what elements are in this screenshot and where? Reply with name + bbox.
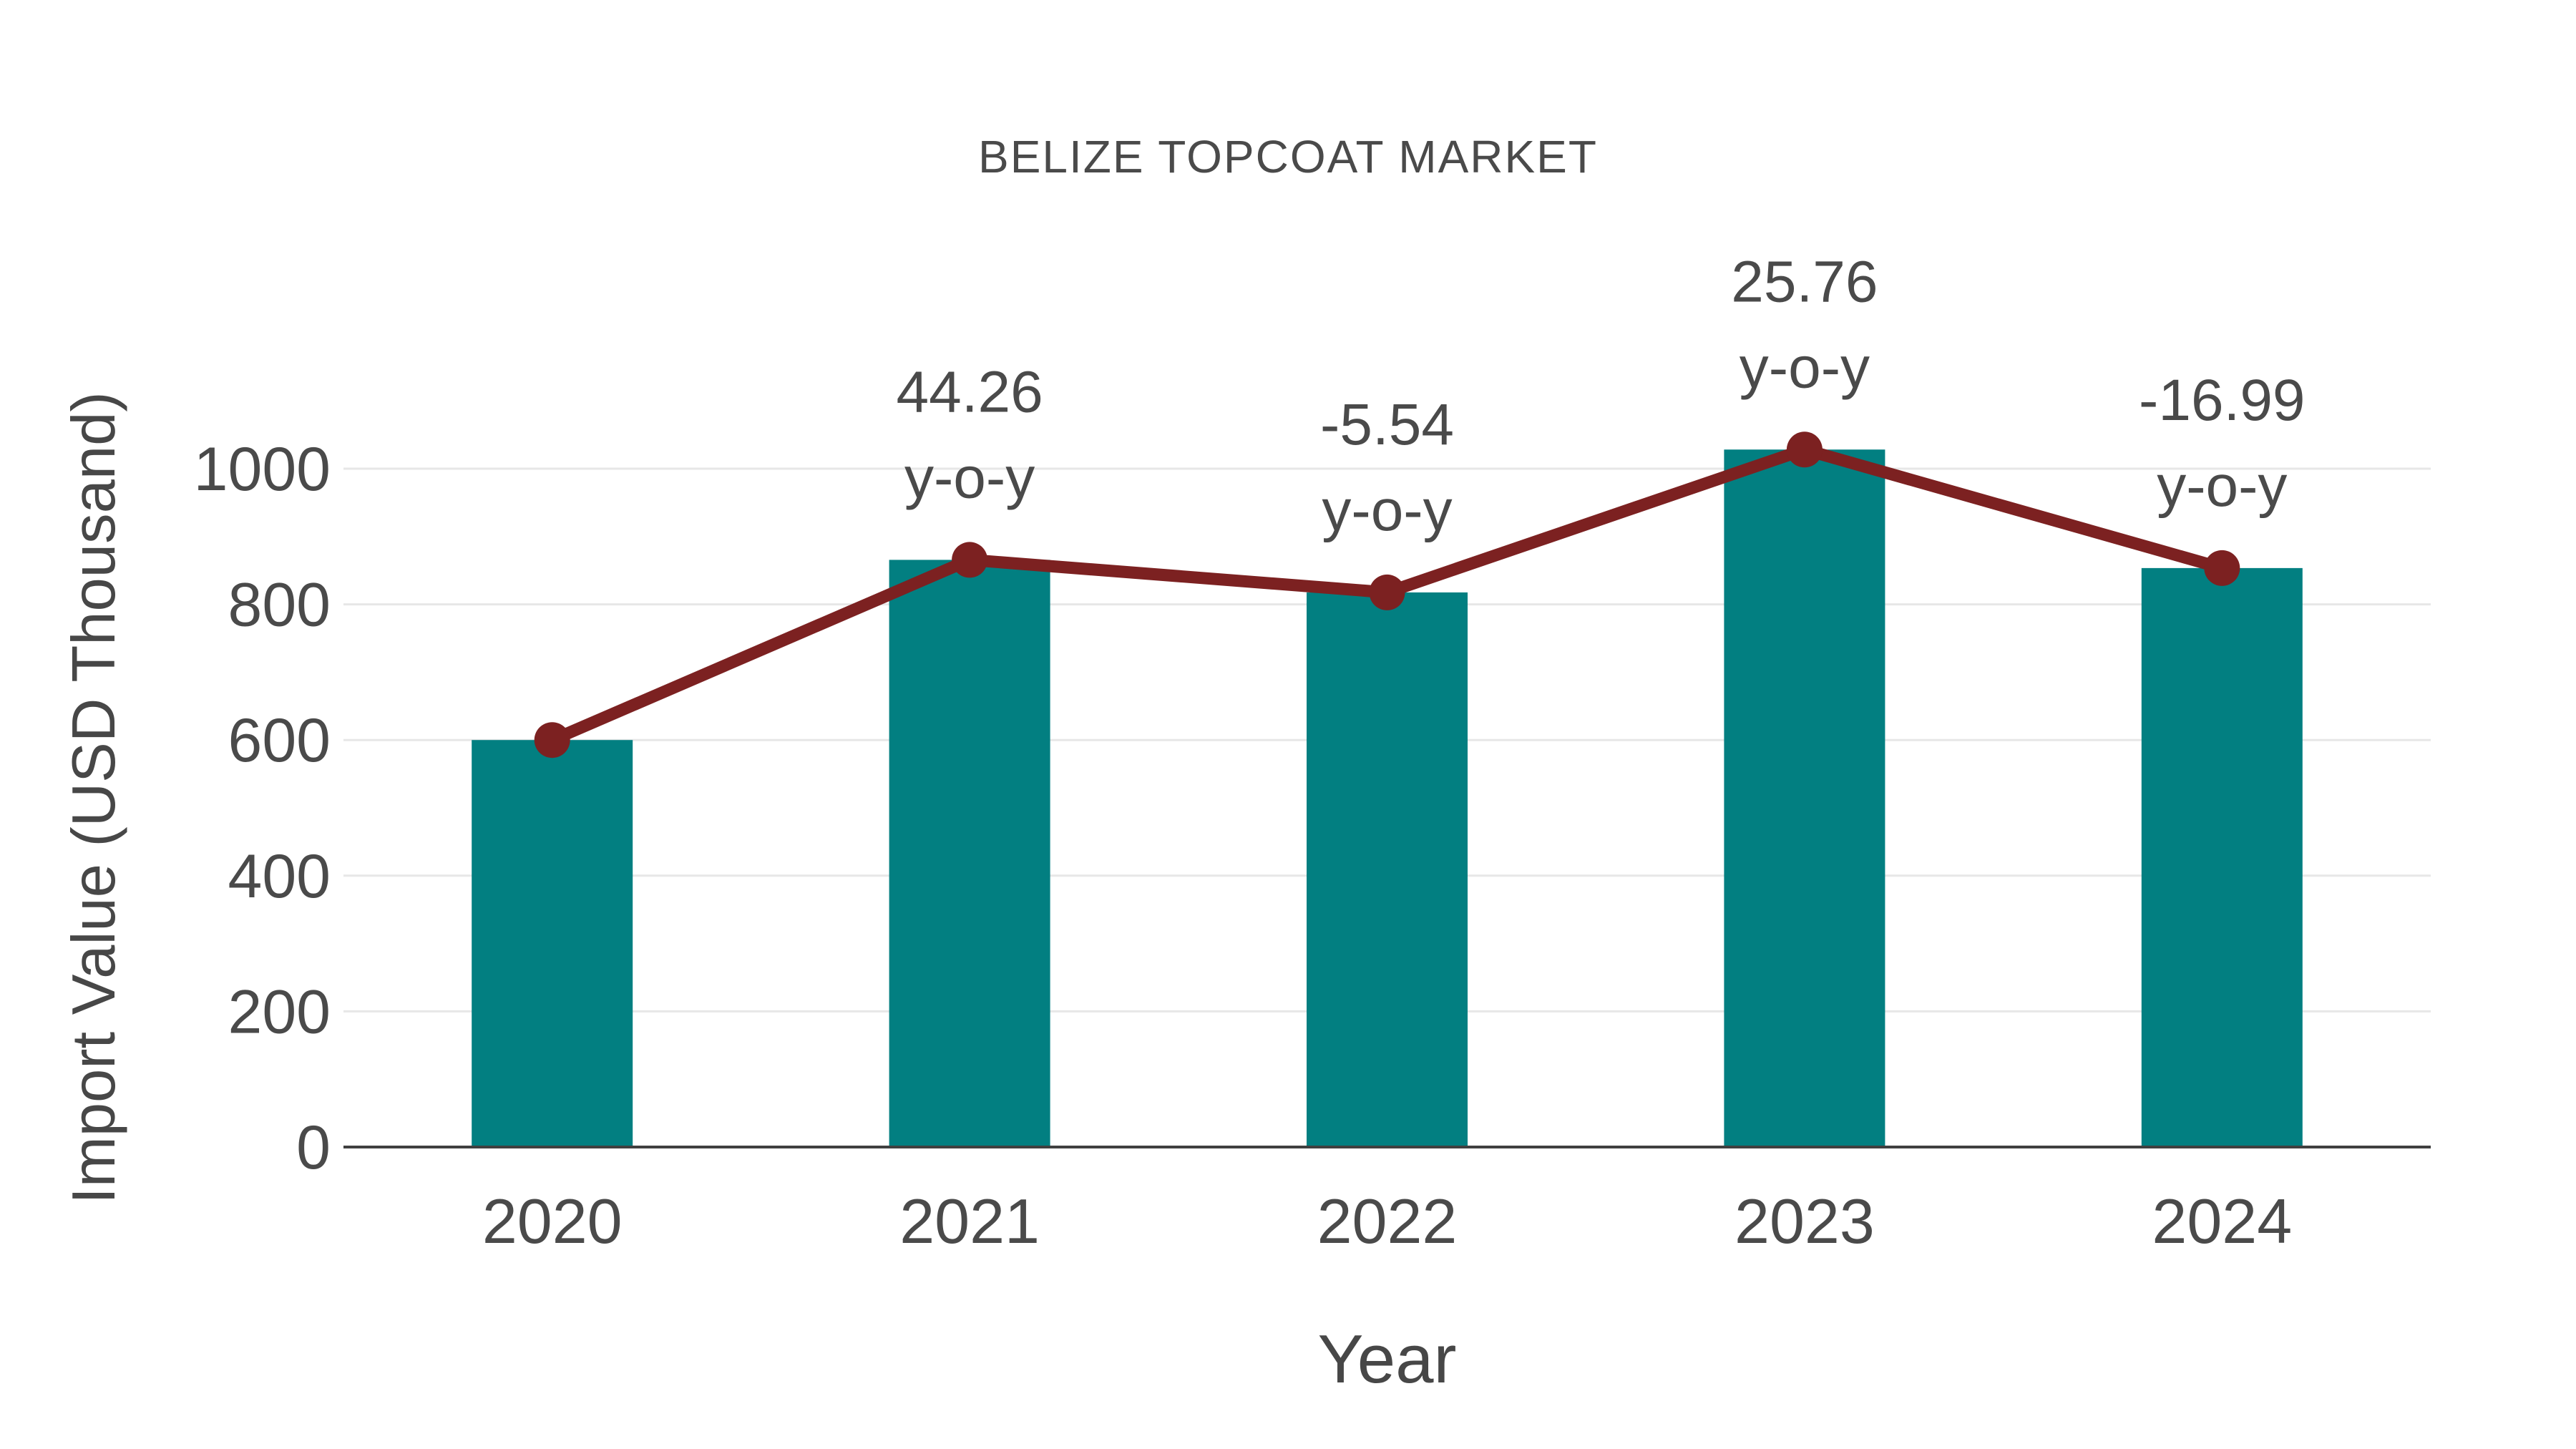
trend-marker-2023: [1786, 431, 1823, 468]
x-tick-label-2024: 2024: [2152, 1186, 2292, 1257]
y-tick-label-0: 0: [296, 1113, 331, 1182]
bar-2022: [1307, 592, 1468, 1147]
trend-marker-2020: [534, 722, 570, 758]
y-tick-label-800: 800: [228, 571, 331, 640]
chart-title: BELIZE TOPCOAT MARKET: [978, 131, 1598, 182]
y-tick-label-1000: 1000: [194, 435, 331, 504]
y-tick-label-600: 600: [228, 706, 331, 775]
y-tick-label-200: 200: [228, 977, 331, 1046]
trend-marker-2024: [2204, 550, 2240, 586]
annotation-suffix-2022: y-o-y: [1322, 478, 1452, 543]
annotation-value-2022: -5.54: [1320, 392, 1454, 457]
annotation-value-2021: 44.26: [896, 359, 1043, 424]
annotation-value-2024: -16.99: [2139, 368, 2306, 433]
annotation-suffix-2023: y-o-y: [1740, 335, 1870, 400]
x-tick-label-2023: 2023: [1735, 1186, 1875, 1257]
x-tick-label-2020: 2020: [482, 1186, 623, 1257]
trend-marker-2021: [952, 542, 988, 578]
annotation-suffix-2021: y-o-y: [904, 445, 1035, 510]
annotation-value-2023: 25.76: [1731, 249, 1878, 314]
y-tick-label-400: 400: [228, 842, 331, 911]
bar-2023: [1724, 449, 1885, 1147]
bar-2020: [472, 740, 633, 1147]
y-axis-title: Import Value (USD Thousand): [60, 391, 128, 1204]
x-axis-title: Year: [1317, 1321, 1457, 1397]
x-tick-label-2021: 2021: [899, 1186, 1040, 1257]
x-tick-label-2022: 2022: [1317, 1186, 1458, 1257]
annotation-suffix-2024: y-o-y: [2157, 454, 2287, 519]
bar-2024: [2141, 567, 2303, 1147]
bar-2021: [889, 560, 1050, 1147]
trend-marker-2022: [1369, 574, 1405, 610]
